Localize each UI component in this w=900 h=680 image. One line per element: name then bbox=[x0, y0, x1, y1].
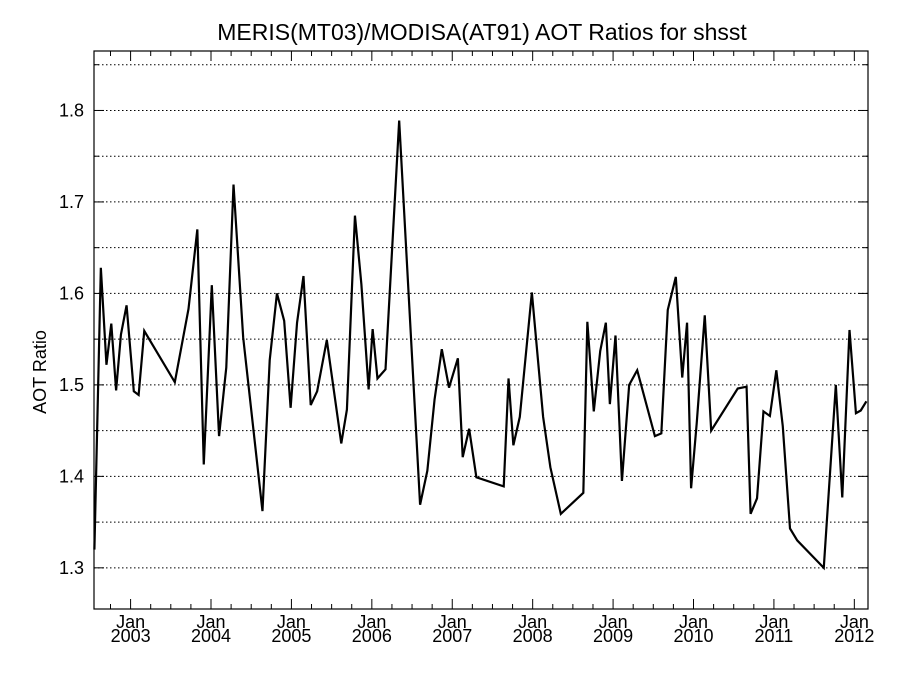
series-layer bbox=[94, 121, 866, 568]
y-tick-label: 1.4 bbox=[59, 466, 84, 486]
x-tick-year-label: 2006 bbox=[352, 626, 392, 646]
x-tick-year-label: 2008 bbox=[513, 626, 553, 646]
y-axis-label: AOT Ratio bbox=[30, 330, 50, 414]
y-tick-label: 1.7 bbox=[59, 192, 84, 212]
series-line bbox=[94, 121, 866, 568]
x-tick-year-label: 2009 bbox=[593, 626, 633, 646]
x-tick-year-label: 2005 bbox=[271, 626, 311, 646]
x-tick-year-label: 2004 bbox=[191, 626, 231, 646]
x-tick-year-label: 2012 bbox=[834, 626, 874, 646]
x-tick-year-label: 2007 bbox=[432, 626, 472, 646]
y-tick-label: 1.6 bbox=[59, 283, 84, 303]
y-tick-label: 1.8 bbox=[59, 100, 84, 120]
chart-title: MERIS(MT03)/MODISA(AT91) AOT Ratios for … bbox=[217, 19, 747, 45]
y-tick-label: 1.5 bbox=[59, 375, 84, 395]
x-axis-ticks: Jan2003Jan2004Jan2005Jan2006Jan2007Jan20… bbox=[110, 51, 874, 646]
y-tick-label: 1.3 bbox=[59, 558, 84, 578]
x-tick-year-label: 2010 bbox=[673, 626, 713, 646]
x-tick-year-label: 2011 bbox=[755, 626, 794, 646]
x-tick-year-label: 2003 bbox=[111, 626, 151, 646]
y-axis-ticks: 1.3 1.4 1.5 1.6 1.7 1.8 bbox=[59, 65, 868, 578]
